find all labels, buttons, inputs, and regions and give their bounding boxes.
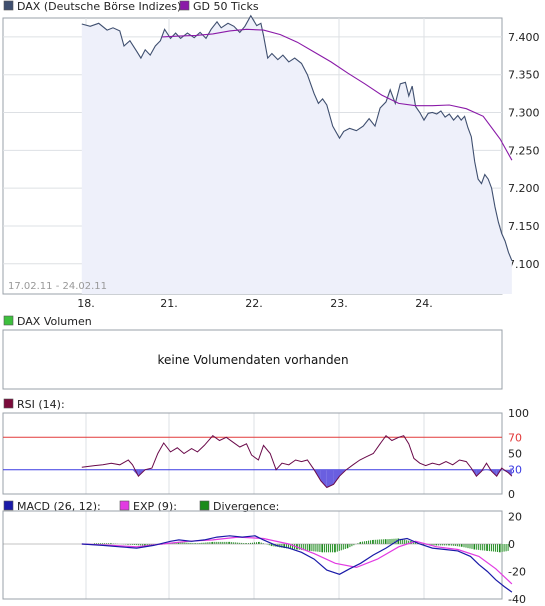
rsi-oversold-fill xyxy=(132,469,139,477)
x-tick-label: 22. xyxy=(245,297,263,310)
legend-label: GD 50 Ticks xyxy=(193,0,259,13)
rsi-y-tick-label: 100 xyxy=(508,407,529,420)
price-y-tick-label: 7.300 xyxy=(508,107,540,120)
rsi-oversold-fill xyxy=(333,469,340,485)
moving-average-line xyxy=(162,28,513,161)
rsi-panel-frame xyxy=(2,412,503,495)
macd-line xyxy=(81,535,513,593)
legend-label: DAX (Deutsche Börse Indizes) xyxy=(17,0,181,13)
rsi-y-tick-label: 70 xyxy=(508,431,522,444)
legend-swatch xyxy=(179,0,190,11)
rsi-line xyxy=(81,434,513,489)
macd-y-tick-label: 0 xyxy=(508,538,515,551)
x-tick-label: 21. xyxy=(160,297,178,310)
legend-swatch xyxy=(3,0,14,11)
legend-label: MACD (26, 12): xyxy=(17,500,101,513)
exp-signal-line xyxy=(81,536,513,585)
legend-swatch xyxy=(3,500,14,511)
no-volume-message: keine Volumendaten vorhanden xyxy=(157,353,348,367)
rsi-oversold-fill xyxy=(508,469,512,477)
legend-label: EXP (9): xyxy=(133,500,177,513)
price-series-line xyxy=(81,14,513,261)
legend-swatch xyxy=(199,500,210,511)
price-y-tick-label: 7.150 xyxy=(508,220,540,233)
x-tick-label: 18. xyxy=(77,297,95,310)
legend-swatch xyxy=(3,315,14,326)
macd-y-tick-label: 20 xyxy=(508,511,522,524)
rsi-oversold-fill xyxy=(320,469,327,488)
legend-swatch xyxy=(3,398,14,409)
price-y-tick-label: 7.200 xyxy=(508,182,540,195)
date-range-label: 17.02.11 - 24.02.11 xyxy=(8,281,107,292)
rsi-y-tick-label: 0 xyxy=(508,488,515,501)
price-y-tick-label: 7.250 xyxy=(508,144,540,157)
legend-label: DAX Volumen xyxy=(17,315,92,328)
price-area xyxy=(81,15,512,294)
macd-y-tick-label: -20 xyxy=(508,566,526,579)
legend-label: Divergence: xyxy=(213,500,279,513)
x-tick-label: 23. xyxy=(330,297,348,310)
price-y-tick-label: 7.100 xyxy=(508,258,540,271)
price-y-tick-label: 7.400 xyxy=(508,31,540,44)
rsi-oversold-fill xyxy=(326,469,334,488)
macd-y-tick-label: -40 xyxy=(508,593,526,606)
rsi-y-tick-label: 50 xyxy=(508,448,522,461)
legend-swatch xyxy=(119,500,130,511)
legend-label: RSI (14): xyxy=(17,398,65,411)
macd-panel-frame xyxy=(2,510,503,600)
volume-panel-frame xyxy=(2,329,503,390)
price-y-tick-label: 7.350 xyxy=(508,69,540,82)
x-tick-label: 24. xyxy=(415,297,433,310)
